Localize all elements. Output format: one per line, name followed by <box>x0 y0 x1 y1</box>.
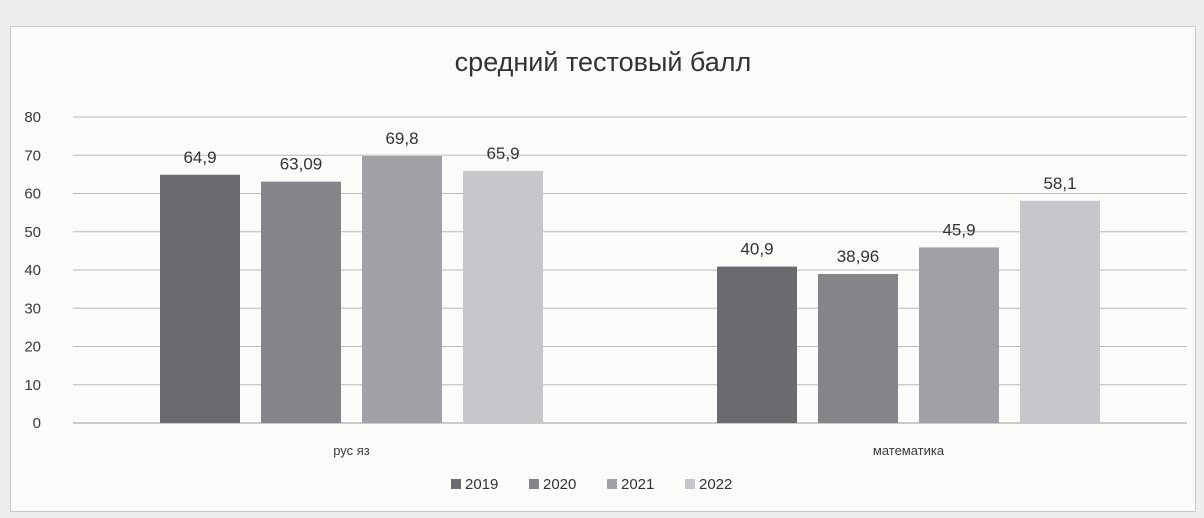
legend-label: 2022 <box>699 476 732 493</box>
y-tick-label: 0 <box>33 415 41 432</box>
legend-label: 2021 <box>621 476 654 493</box>
y-tick-label: 20 <box>24 339 41 356</box>
chart-title: средний тестовый балл <box>455 47 752 77</box>
y-axis-ticks: 0 10 20 30 40 50 60 70 80 <box>24 109 41 432</box>
bar-2021-1 <box>919 247 999 423</box>
legend-item-2019: 2019 <box>451 476 498 493</box>
legend-swatch <box>451 479 461 489</box>
bar-2020-1 <box>818 273 898 423</box>
y-tick-label: 30 <box>24 300 41 317</box>
category-labels: рус яз математика <box>333 443 945 458</box>
legend-label: 2020 <box>543 476 576 493</box>
data-label-2020-0: 63,09 <box>280 155 323 174</box>
y-tick-label: 60 <box>24 186 41 203</box>
data-label-2022-1: 58,1 <box>1043 174 1076 193</box>
legend-swatch <box>685 479 695 489</box>
y-tick-label: 50 <box>24 224 41 241</box>
data-label-2021-1: 45,9 <box>942 220 975 239</box>
gridlines <box>73 116 1187 424</box>
y-tick-label: 70 <box>24 147 41 164</box>
data-label-2019-0: 64,9 <box>183 148 216 167</box>
data-label-2019-1: 40,9 <box>740 240 773 259</box>
bar-2020-0 <box>261 181 341 423</box>
data-labels: 64,9 63,09 69,8 65,9 40,9 38,96 45,9 58,1 <box>183 129 1076 266</box>
bar-2022-1 <box>1020 200 1100 423</box>
bar-2021-0 <box>362 156 442 423</box>
bar-2022-0 <box>463 170 543 423</box>
legend: 2019 2020 2021 2022 <box>451 476 732 493</box>
legend-label: 2019 <box>465 476 498 493</box>
legend-swatch <box>607 479 617 489</box>
legend-item-2022: 2022 <box>685 476 732 493</box>
category-label: математика <box>873 443 945 458</box>
legend-item-2020: 2020 <box>529 476 576 493</box>
legend-swatch <box>529 479 539 489</box>
data-label-2021-0: 69,8 <box>385 129 418 148</box>
y-tick-label: 80 <box>24 109 41 126</box>
bar-2019-0 <box>160 174 240 423</box>
chart-frame: средний тестовый балл 0 10 20 30 40 50 60 70 80 … <box>10 26 1196 512</box>
legend-item-2021: 2021 <box>607 476 654 493</box>
bar-2019-1 <box>717 266 797 423</box>
y-tick-label: 10 <box>24 377 41 394</box>
bar-chart: средний тестовый балл 01020304050607080 … <box>24 47 1187 493</box>
category-label: рус яз <box>333 443 370 458</box>
data-label-2020-1: 38,96 <box>837 247 880 266</box>
y-tick-label: 40 <box>24 262 41 279</box>
bars <box>160 156 1100 423</box>
data-label-2022-0: 65,9 <box>486 144 519 163</box>
